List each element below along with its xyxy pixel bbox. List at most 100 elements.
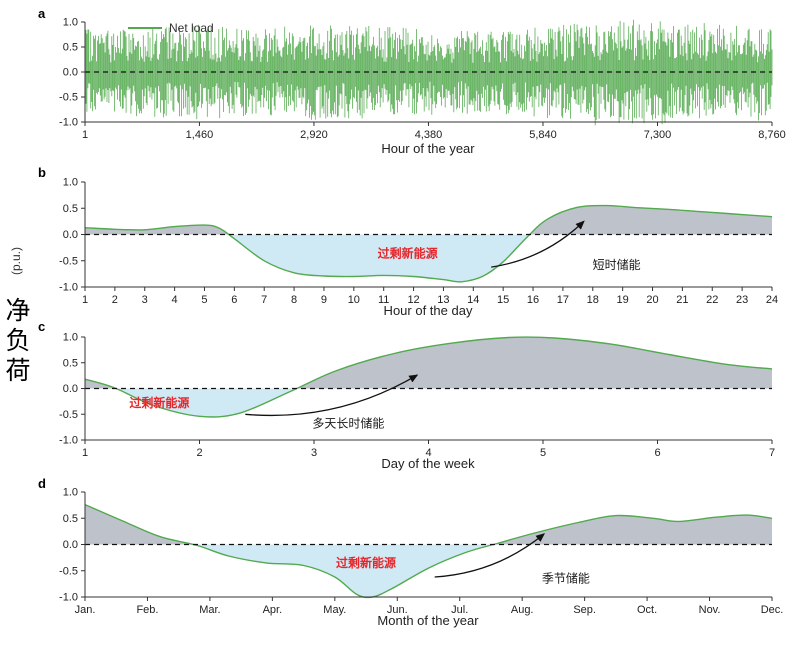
- x-tick-label: 22: [706, 294, 718, 306]
- legend-label: Net load: [169, 21, 214, 35]
- x-tick-label: 12: [407, 294, 419, 306]
- x-tick-label: 17: [557, 294, 569, 306]
- x-tick-label: 2,920: [300, 129, 328, 141]
- surplus-energy-label-d: 过剩新能源: [336, 555, 396, 570]
- storage-label-c: 多天长时储能: [312, 416, 384, 431]
- netload-curve-c: [84, 336, 773, 418]
- y-tick-label: -0.5: [59, 92, 78, 104]
- x-tick-label: 1,460: [186, 129, 214, 141]
- netload-curve-d: [84, 503, 773, 599]
- x-tick-label: Aug.: [511, 604, 534, 616]
- x-tick-label: 7: [769, 447, 775, 459]
- x-tick-label: 10: [348, 294, 360, 306]
- x-tick-label: 9: [321, 294, 327, 306]
- x-tick-label: Oct.: [637, 604, 657, 616]
- x-tick-label: 23: [736, 294, 748, 306]
- x-tick-label: Mar.: [199, 604, 220, 616]
- panel-label-d: d: [38, 476, 46, 491]
- y-tick-label: 0.5: [63, 42, 78, 54]
- y-tick-label: -1.0: [59, 282, 78, 294]
- y-tick-label: -1.0: [59, 117, 78, 129]
- x-tick-label: Jan.: [75, 604, 96, 616]
- x-tick-label: Nov.: [699, 604, 721, 616]
- y-tick-label: -1.0: [59, 592, 78, 604]
- x-tick-label: 5: [201, 294, 207, 306]
- y-tick-label: 0.0: [63, 383, 78, 395]
- x-tick-label: 8: [291, 294, 297, 306]
- x-tick-label: 5: [540, 447, 546, 459]
- x-tick-label: 1: [82, 447, 88, 459]
- y-tick-label: 0.0: [63, 67, 78, 79]
- x-tick-label: Feb.: [136, 604, 158, 616]
- panel-label-a: a: [38, 6, 46, 21]
- x-tick-label: 13: [437, 294, 449, 306]
- storage-area-b: [85, 205, 772, 235]
- surplus-area-b: [85, 234, 772, 282]
- x-tick-label: 15: [497, 294, 509, 306]
- y-tick-label: 1.0: [63, 17, 78, 29]
- x-tick-label: Jun.: [387, 604, 408, 616]
- x-tick-label: 16: [527, 294, 539, 306]
- x-tick-label: 3: [142, 294, 148, 306]
- y-tick-label: 0.5: [63, 203, 78, 215]
- annotation-arrow-c: [245, 374, 419, 417]
- storage-label-d: 季节储能: [542, 570, 590, 585]
- surplus-energy-label-b: 过剩新能源: [378, 246, 438, 261]
- panel-label-c: c: [38, 319, 46, 334]
- y-tick-label: 1.0: [63, 487, 78, 499]
- y-tick-label: 0.5: [63, 357, 78, 369]
- x-tick-label: 8,760: [758, 129, 786, 141]
- x-tick-label: Jul.: [451, 604, 468, 616]
- x-tick-label: 18: [587, 294, 599, 306]
- x-tick-label: 7,300: [644, 129, 672, 141]
- x-tick-label: Dec.: [761, 604, 784, 616]
- x-tick-label: Sep.: [573, 604, 596, 616]
- xlabel-hour-of-year: Hour of the year: [381, 141, 475, 156]
- storage-area-c: [85, 337, 772, 389]
- surplus-energy-label-c: 过剩新能源: [129, 395, 189, 410]
- storage-label-b: 短时储能: [593, 257, 641, 272]
- x-tick-label: 2: [196, 447, 202, 459]
- x-tick-label: 5,840: [529, 129, 557, 141]
- x-tick-label: 6: [231, 294, 237, 306]
- x-tick-label: 14: [467, 294, 479, 306]
- x-tick-label: 1: [82, 294, 88, 306]
- panel-a: 1.0 0.5 0.0 -0.5 -1.0 1 1,460 2,920 4,380 5,840 7,…: [59, 17, 786, 142]
- x-tick-label: Apr.: [263, 604, 283, 616]
- x-tick-label: 2: [112, 294, 118, 306]
- xlabel-month-of-year: Month of the year: [377, 613, 479, 628]
- x-tick-label: 6: [654, 447, 660, 459]
- netload-noise-series: [84, 19, 773, 126]
- x-tick-label: 20: [646, 294, 658, 306]
- annotation-arrow-b: [491, 220, 585, 268]
- y-tick-label: -0.5: [59, 255, 78, 267]
- ylabel-pu: (p.u.): [9, 247, 23, 276]
- x-tick-label: 4: [172, 294, 178, 306]
- x-tick-label: 19: [617, 294, 629, 306]
- y-tick-label: 1.0: [63, 332, 78, 344]
- panel-b: 1.00.50.0-0.5-1.01 2 3 4 5 6 7 8 9 10 11 12 13 14 15 16…: [59, 177, 778, 307]
- surplus-area-c: [85, 388, 772, 417]
- panel-label-b: b: [38, 165, 46, 180]
- y-tick-label: -0.5: [59, 565, 78, 577]
- y-tick-label: 0.5: [63, 513, 78, 525]
- netload-curve-b: [84, 204, 773, 283]
- netload-line-swatch: [128, 27, 162, 29]
- y-tick-label: 0.0: [63, 229, 78, 241]
- xlabel-hour-of-day: Hour of the day: [383, 303, 473, 318]
- x-tick-label: 1: [82, 129, 88, 141]
- x-tick-label: 24: [766, 294, 778, 306]
- x-tick-label: 3: [311, 447, 317, 459]
- x-tick-label: 4: [425, 447, 431, 459]
- surplus-area-d: [85, 544, 772, 598]
- ylabel-net-load-cn: 净负荷: [2, 297, 30, 387]
- y-tick-label: -1.0: [59, 435, 78, 447]
- y-tick-label: -0.5: [59, 409, 78, 421]
- x-tick-label: May.: [323, 604, 346, 616]
- storage-area-d: [85, 504, 772, 545]
- x-tick-label: 4,380: [415, 129, 443, 141]
- x-tick-label: 7: [261, 294, 267, 306]
